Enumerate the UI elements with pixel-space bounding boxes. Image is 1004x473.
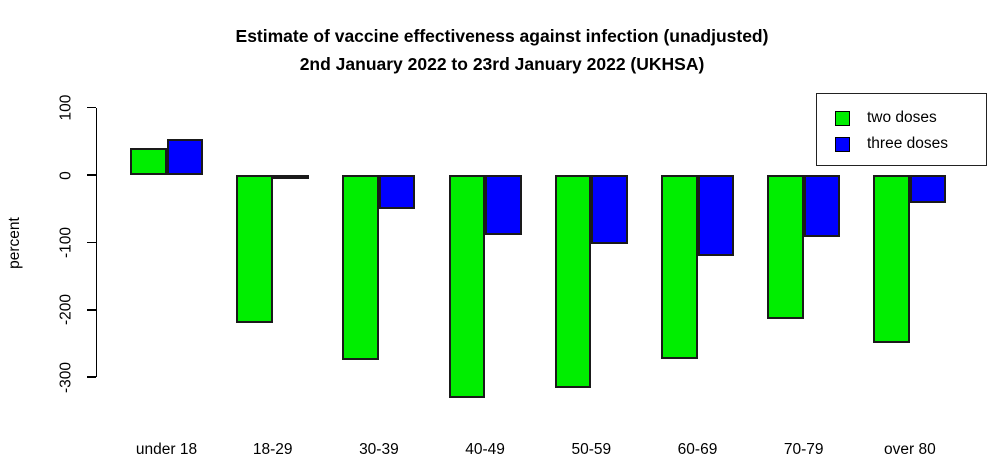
y-axis-tick: [87, 376, 96, 378]
two-doses-swatch: [835, 110, 850, 126]
y-axis-tick: [87, 309, 96, 311]
legend-label-three-doses: three doses: [867, 135, 948, 152]
x-axis-label: 18-29: [252, 441, 293, 458]
legend: two doses three doses: [816, 93, 987, 166]
y-axis-tick-label: 100: [57, 94, 75, 121]
bar-three-doses-over-80: [909, 175, 947, 203]
y-axis-tick: [87, 241, 96, 244]
x-axis-label: 50-59: [571, 441, 612, 458]
bar-two-doses-60-69: [661, 175, 698, 359]
legend-item-two-doses: two doses: [835, 105, 986, 131]
bar-three-doses-50-59: [591, 175, 628, 245]
bar-three-doses-60-69: [697, 175, 734, 256]
bar-two-doses-over-80: [873, 175, 910, 343]
y-axis-tick: [87, 106, 96, 109]
x-axis-label: under 18: [135, 441, 198, 458]
y-axis-tick-label: 0: [57, 170, 75, 180]
bar-two-doses-70-79: [767, 175, 804, 320]
y-axis-line: [95, 107, 98, 378]
bar-three-doses-30-39: [378, 175, 416, 210]
y-axis-tick-label: -200: [57, 294, 75, 326]
y-axis-tick-label: -300: [57, 361, 75, 393]
x-axis-label: 70-79: [783, 441, 824, 458]
bar-three-doses-40-49: [485, 175, 522, 235]
bar-two-doses-50-59: [554, 175, 592, 388]
x-axis-label: over 80: [884, 441, 936, 458]
chart-title-line-2: 2nd January 2022 to 23rd January 2022 (U…: [299, 54, 705, 74]
x-axis-label: 40-49: [465, 441, 505, 458]
y-axis-tick-label: -100: [57, 226, 75, 258]
x-axis-label: 30-39: [359, 441, 399, 458]
bar-two-doses-18-29: [236, 175, 273, 323]
legend-label-two-doses: two doses: [867, 109, 937, 126]
bar-two-doses-40-49: [448, 175, 486, 399]
x-axis-label: 60-69: [677, 441, 718, 458]
y-axis-tick: [87, 174, 96, 176]
legend-item-three-doses: three doses: [835, 131, 986, 157]
bar-three-doses-18-29: [272, 175, 310, 179]
bar-two-doses-under-18: [130, 148, 167, 175]
bar-three-doses-70-79: [803, 175, 841, 237]
bar-two-doses-30-39: [342, 175, 379, 360]
bar-three-doses-under-18: [166, 138, 203, 175]
three-doses-swatch: [835, 136, 850, 152]
chart-title-line-1: Estimate of vaccine effectiveness agains…: [235, 26, 769, 46]
